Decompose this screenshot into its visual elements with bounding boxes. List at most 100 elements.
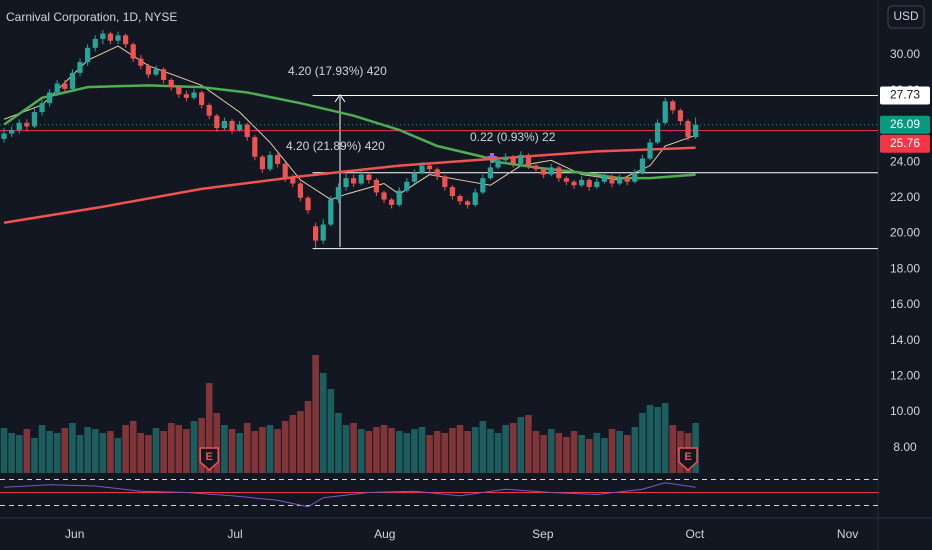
volume-bar	[623, 435, 631, 473]
volume-bar	[639, 413, 646, 473]
candle-body	[328, 199, 334, 225]
volume-bar	[509, 423, 517, 473]
candle-body	[601, 176, 608, 182]
candle-body	[115, 35, 121, 41]
volume-bar	[84, 427, 91, 473]
annotation: 4.20 (21.89%) 420	[286, 139, 385, 153]
volume-bar	[464, 431, 471, 473]
volume-bar	[31, 438, 38, 473]
volume-bar	[350, 423, 357, 473]
volume-bar	[456, 425, 464, 473]
volume-bar	[15, 435, 23, 473]
x-tick-label: Oct	[686, 527, 705, 541]
candle-body	[320, 224, 326, 241]
candle-body	[579, 179, 585, 186]
volume-bar	[669, 425, 677, 473]
candle-body	[510, 156, 516, 164]
volume-bar	[319, 373, 327, 473]
candle-body	[586, 179, 592, 188]
volume-bar	[281, 421, 289, 473]
currency-box[interactable]	[887, 5, 925, 29]
earnings-label: E	[206, 451, 213, 463]
candle-body	[297, 183, 304, 198]
candle-body	[237, 124, 243, 130]
candle-body	[100, 33, 106, 39]
volume-bar	[342, 425, 350, 473]
earnings-icon	[678, 447, 698, 472]
candle-body	[677, 110, 684, 122]
y-tick-label: 20.00	[890, 226, 920, 240]
candle-body	[434, 169, 440, 177]
y-tick-label: 16.00	[890, 297, 920, 311]
volume-bar	[502, 425, 509, 473]
candle-body	[647, 142, 653, 159]
volume-bar	[289, 415, 297, 473]
volume-bar	[517, 417, 525, 473]
candle-body	[138, 58, 144, 66]
y-tick-label: 10.00	[890, 404, 920, 418]
candle-body	[366, 174, 372, 180]
candle-body	[259, 156, 266, 170]
volume-bar	[61, 428, 69, 473]
candle-body	[176, 87, 182, 95]
volume-bar	[221, 425, 228, 473]
candle-body	[381, 192, 387, 200]
candle-body	[548, 167, 554, 175]
annotation: 0.22 (0.93%) 22	[470, 130, 556, 144]
candle-body	[495, 160, 501, 168]
candle-body	[31, 112, 38, 127]
volume-bar	[646, 405, 654, 473]
candle-body	[518, 154, 524, 164]
volume-bar	[297, 411, 304, 473]
volume-bar	[327, 389, 335, 473]
candle-body	[153, 69, 159, 75]
candle-body	[685, 121, 691, 138]
candle-body	[609, 176, 615, 184]
candle-body	[335, 187, 342, 200]
y-tick-label: 30.00	[890, 47, 920, 61]
volume-bar	[0, 428, 8, 473]
volume-bar	[198, 418, 205, 473]
currency: USD	[893, 9, 919, 23]
candle-body	[290, 178, 296, 184]
volume-bar	[183, 429, 190, 473]
volume-bar	[433, 431, 441, 473]
volume-bar	[107, 431, 114, 473]
candle-body	[465, 201, 471, 205]
candle-body	[77, 62, 83, 73]
volume-bar	[167, 423, 175, 473]
volume-bar	[661, 403, 669, 473]
candle-body	[404, 181, 410, 191]
candle-body	[457, 195, 463, 202]
candle-body	[541, 169, 547, 175]
volume-bar	[236, 433, 243, 473]
candle-body	[427, 165, 433, 170]
price-tag	[880, 86, 930, 105]
candle-body	[411, 172, 418, 182]
volume-bar	[259, 427, 266, 473]
volume-bar	[23, 429, 31, 473]
candle-body	[373, 179, 380, 193]
volume-bar	[266, 425, 274, 473]
candle-body	[670, 101, 676, 111]
candle-body	[145, 65, 152, 75]
price-tag-label: 25.76	[890, 136, 920, 150]
candle-body	[442, 176, 448, 188]
candle-body	[343, 178, 349, 188]
candle-body	[47, 92, 53, 104]
candle-body	[282, 163, 288, 179]
earnings-label: E	[684, 451, 691, 463]
candle-body	[107, 33, 114, 41]
candle-body	[183, 94, 190, 98]
volume-bar	[411, 429, 418, 473]
candle-body	[556, 167, 562, 179]
volume-bar	[373, 427, 380, 473]
volume-bar	[137, 433, 145, 473]
volume-bar	[441, 433, 449, 473]
candle-body	[313, 226, 319, 241]
y-tick-label: 14.00	[890, 333, 920, 347]
volume-bar	[175, 425, 183, 473]
x-tick-label: Jun	[65, 527, 84, 541]
volume-bar	[532, 431, 540, 473]
volume-bar	[251, 431, 259, 473]
